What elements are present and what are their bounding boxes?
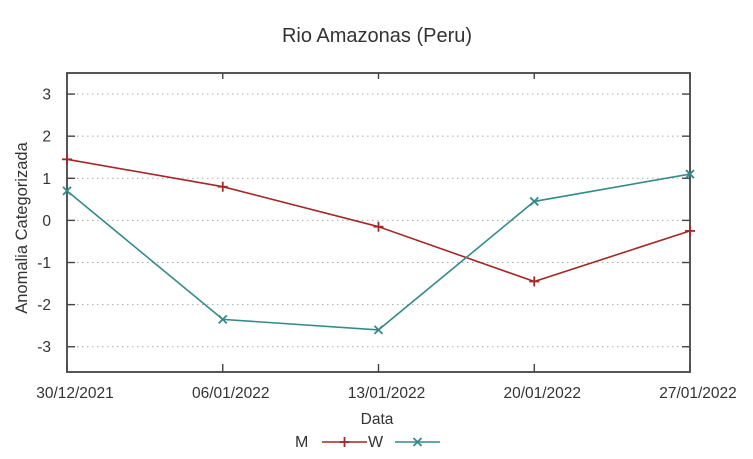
series-M-marker (685, 225, 695, 236)
series-M-marker (373, 221, 384, 232)
series-W-marker (529, 196, 539, 207)
y-tick-label: 3 (42, 87, 51, 104)
y-tick-labels: 3 2 1 0 -1 -2 -3 (37, 87, 51, 357)
y-tick-label: -3 (37, 339, 51, 356)
y-tick-label: -2 (37, 297, 51, 314)
series-W (62, 169, 695, 335)
y-tick-label: 2 (42, 129, 51, 146)
series-M-marker (529, 276, 540, 287)
y-axis-label: Anomalia Categorizada (13, 141, 31, 313)
y-tick-label: 1 (42, 171, 51, 188)
series-W-marker (218, 314, 228, 324)
series-W-line (66, 173, 691, 331)
x-tick-label: 27/01/2022 (659, 385, 737, 402)
y-tick-label: -1 (37, 255, 51, 272)
legend-marker-W (412, 437, 423, 447)
series-M-marker (217, 181, 228, 192)
x-tick-label: 06/01/2022 (192, 385, 270, 402)
y-tick-label: 0 (42, 213, 51, 230)
x-tick-label: 20/01/2022 (503, 385, 581, 402)
series-W-marker (373, 325, 384, 335)
legend-label-W: W (368, 434, 384, 451)
series-W-marker (685, 169, 695, 179)
series-M (62, 154, 695, 287)
legend-label-M: M (295, 434, 308, 451)
x-tick-label: 30/12/2021 (36, 385, 114, 402)
chart-title: Rio Amazonas (Peru) (282, 25, 472, 47)
x-axis-label: Data (361, 411, 394, 428)
series-W-marker (62, 186, 72, 196)
x-tick-labels: 30/12/2021 06/01/2022 13/01/2022 20/01/2022… (36, 385, 737, 402)
x-tick-label: 13/01/2022 (348, 385, 426, 402)
gridlines (67, 93, 690, 348)
legend-marker-M (339, 437, 350, 447)
axis-ticks (66, 73, 691, 372)
series-M-marker (62, 154, 72, 165)
